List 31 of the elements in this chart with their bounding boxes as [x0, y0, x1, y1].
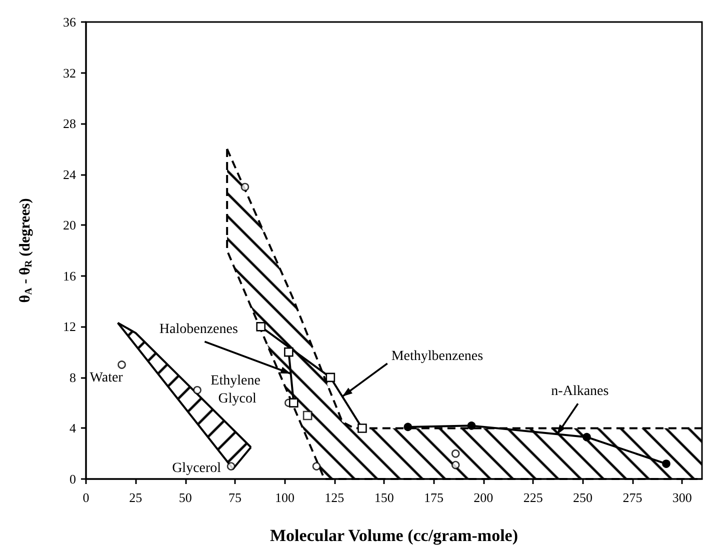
x-tick-label: 225: [523, 490, 543, 505]
x-tick-label: 175: [424, 490, 444, 505]
x-tick-label: 50: [178, 490, 192, 505]
y-tick-label: 24: [63, 166, 76, 182]
y-tick-label: 4: [70, 420, 76, 436]
y-tick-label: 16: [63, 268, 76, 284]
x-tick-label: 75: [228, 490, 242, 505]
annotation: Water: [90, 370, 124, 386]
x-tick-label: 200: [474, 490, 494, 505]
y-tick-label: 8: [70, 370, 76, 385]
y-tick-label: 28: [63, 116, 76, 132]
x-tick-label: 25: [129, 490, 142, 505]
y-tick-label: 36: [63, 14, 76, 30]
y-axis-title: θA - θR (degrees): [18, 198, 34, 303]
y-tick-label: 32: [63, 65, 76, 80]
y-tick-label: 12: [63, 319, 76, 334]
x-tick-label: 125: [324, 490, 344, 505]
x-tick-label: 250: [573, 490, 593, 505]
annotation: Ethylene Glycol: [210, 374, 264, 407]
y-tick-label: 20: [63, 218, 76, 233]
annotation: n-Alkanes: [551, 384, 609, 400]
x-tick-label: 0: [82, 490, 90, 505]
x-tick-label: 150: [374, 490, 394, 505]
annotation: Glycerol: [172, 460, 222, 476]
annotation: Halobenzenes: [159, 322, 238, 338]
x-axis-title: Molecular Volume (cc/gram-mole): [270, 526, 518, 545]
x-tick-label: 275: [622, 490, 642, 505]
x-tick-label: 300: [672, 490, 692, 505]
y-tick-label: 0: [70, 472, 76, 486]
annotation: Methylbenzenes: [391, 348, 484, 364]
x-tick-label: 100: [274, 490, 294, 505]
